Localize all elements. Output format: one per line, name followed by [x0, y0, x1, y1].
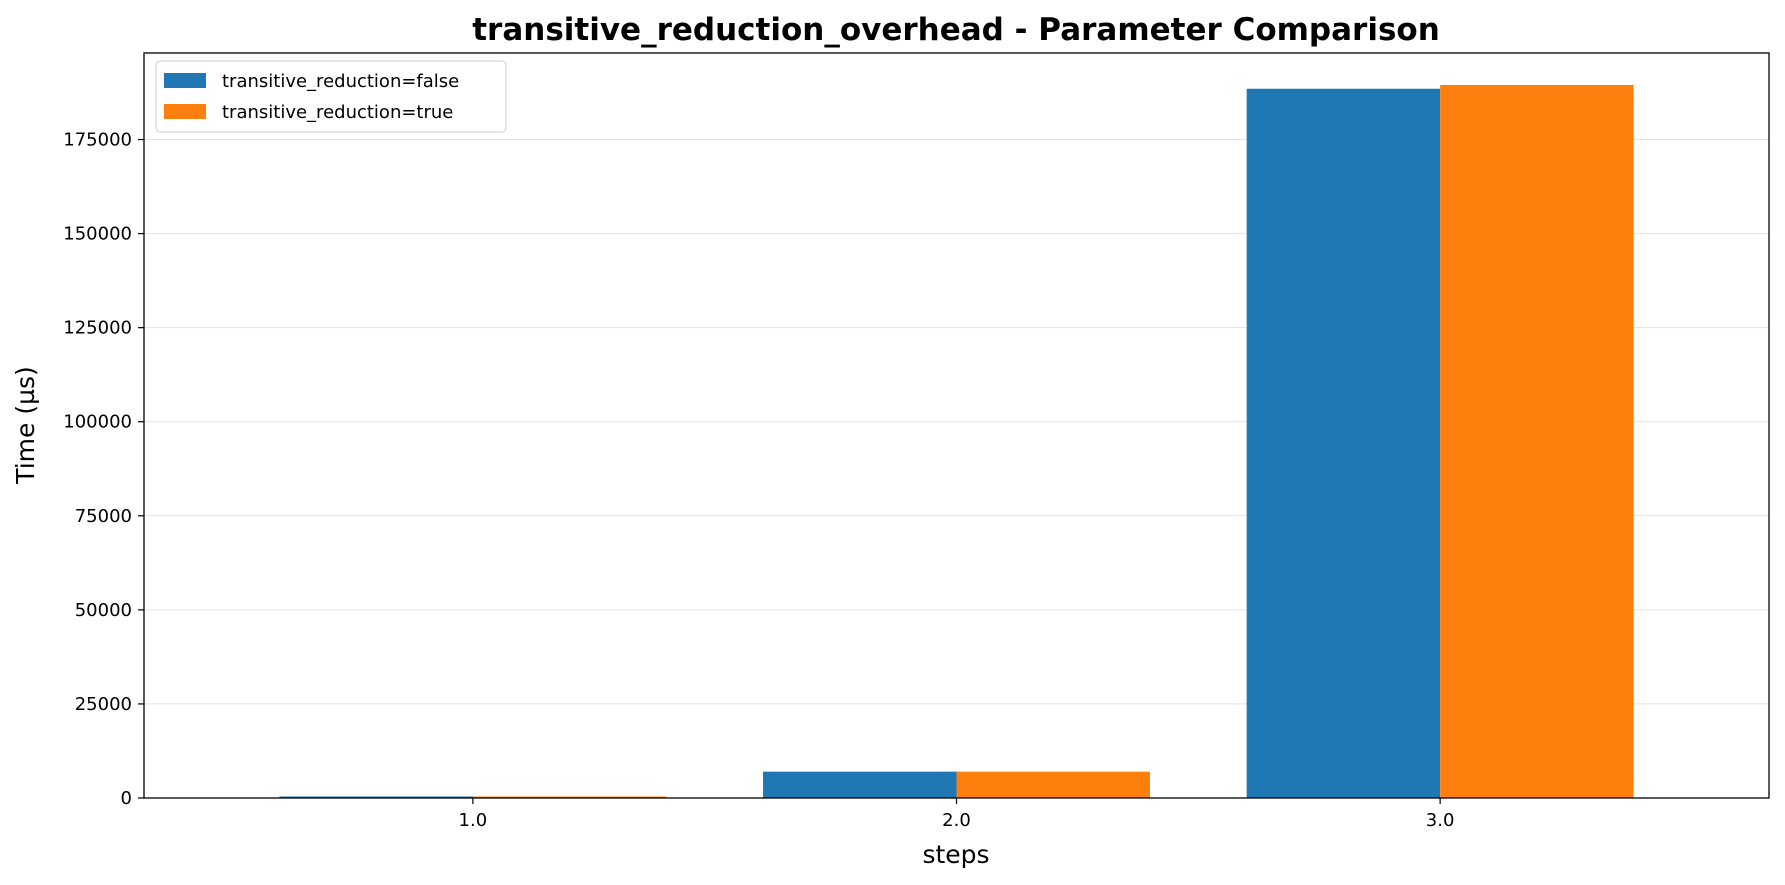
bar-transitive-reduction-false-2-0	[763, 771, 957, 798]
y-tick-label: 75000	[75, 506, 132, 527]
chart-title: transitive_reduction_overhead - Paramete…	[472, 12, 1440, 48]
x-axis-ticks: 1.0 2.0 3.0	[459, 798, 1455, 831]
y-axis-ticks: 0 25000 50000 75000 100000 125000 150000 175000	[63, 130, 144, 809]
y-axis-label: Time (µs)	[11, 366, 40, 485]
legend-box	[155, 60, 507, 133]
y-tick-label: 0	[121, 788, 132, 809]
bar-transitive-reduction-true-3-0	[1440, 84, 1634, 799]
bar-transitive-reduction-false-3-0	[1246, 88, 1441, 799]
y-tick-label: 50000	[75, 600, 132, 621]
x-tick-label: 2.0	[942, 810, 971, 831]
legend-label-true: transitive_reduction=true	[222, 102, 453, 123]
bar-transitive-reduction-false-1-0	[279, 796, 473, 798]
legend-label-false: transitive_reduction=false	[222, 71, 459, 92]
y-tick-label: 100000	[63, 412, 132, 433]
bar-transitive-reduction-true-2-0	[956, 771, 1150, 798]
legend-swatch-false	[164, 73, 206, 88]
x-axis-label: steps	[922, 840, 989, 869]
y-tick-label: 125000	[63, 318, 132, 339]
y-tick-label: 150000	[63, 224, 132, 245]
y-tick-label: 25000	[75, 694, 132, 715]
bar-transitive-reduction-true-1-0	[472, 796, 667, 798]
legend-swatch-true	[164, 104, 206, 119]
x-tick-label: 3.0	[1426, 810, 1455, 831]
x-tick-label: 1.0	[459, 810, 488, 831]
y-tick-label: 175000	[63, 130, 132, 151]
legend: transitive_reduction=false transitive_re…	[155, 60, 507, 133]
bars	[279, 84, 1634, 799]
